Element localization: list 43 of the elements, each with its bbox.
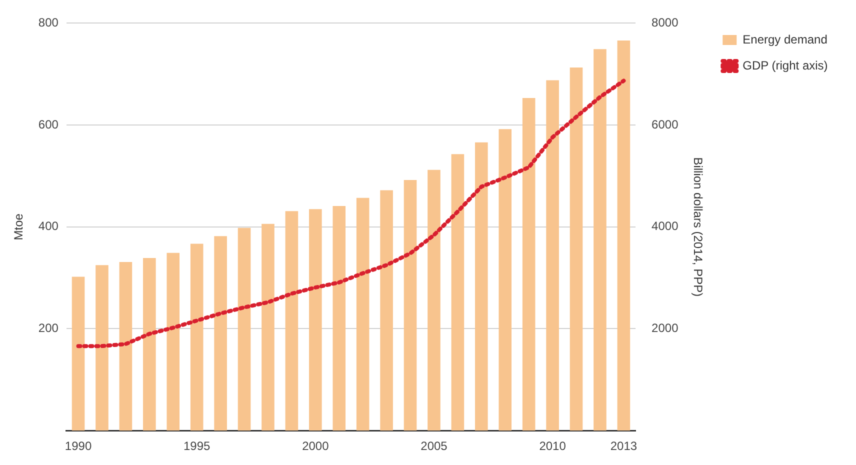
x-tick-label: 2013 bbox=[610, 439, 638, 454]
y2-tick-label: 2000 bbox=[652, 321, 679, 336]
bar bbox=[546, 80, 559, 431]
x-tick-label: 2010 bbox=[539, 439, 566, 454]
y2-tick-label: 8000 bbox=[652, 16, 679, 30]
x-tick-label: 2005 bbox=[420, 439, 448, 454]
bar bbox=[380, 190, 393, 431]
bar bbox=[570, 68, 583, 431]
bar bbox=[238, 228, 251, 431]
legend-label: Energy demand bbox=[742, 32, 828, 46]
y-tick-label: 400 bbox=[38, 219, 59, 234]
bar bbox=[617, 40, 630, 431]
bar bbox=[522, 98, 536, 431]
bar bbox=[404, 180, 417, 431]
x-tick-label: 1990 bbox=[64, 439, 92, 454]
bar bbox=[475, 142, 488, 431]
bar bbox=[119, 262, 132, 431]
y-tick-label: 800 bbox=[38, 16, 59, 30]
bar bbox=[190, 244, 204, 431]
y-tick-label: 600 bbox=[38, 117, 59, 132]
bar bbox=[309, 209, 322, 431]
bar bbox=[143, 258, 156, 431]
bar bbox=[96, 265, 108, 431]
bar bbox=[332, 206, 346, 431]
legend-label: GDP (right axis) bbox=[742, 58, 828, 72]
bar bbox=[594, 49, 606, 431]
bar bbox=[262, 224, 274, 431]
bar bbox=[428, 170, 440, 431]
bar bbox=[356, 198, 370, 431]
y-tick-label: 200 bbox=[38, 321, 59, 336]
y2-tick-label: 6000 bbox=[652, 117, 679, 132]
y-axis-title: Mtoe bbox=[12, 213, 26, 240]
x-tick-label: 1995 bbox=[183, 439, 211, 454]
bar bbox=[498, 129, 512, 431]
bar bbox=[72, 276, 85, 431]
bar bbox=[451, 154, 464, 431]
line-series bbox=[76, 78, 626, 348]
bar bbox=[214, 236, 227, 431]
x-tick-label: 2000 bbox=[302, 439, 330, 454]
y2-axis-title: Billion dollars (2014, PPP) bbox=[691, 157, 706, 297]
bar bbox=[285, 211, 298, 431]
y2-tick-label: 4000 bbox=[652, 219, 679, 234]
bar bbox=[166, 252, 180, 431]
